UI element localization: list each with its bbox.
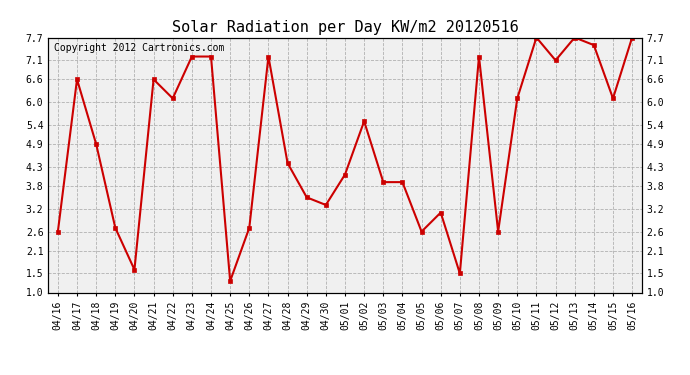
Text: Copyright 2012 Cartronics.com: Copyright 2012 Cartronics.com — [55, 43, 225, 52]
Title: Solar Radiation per Day KW/m2 20120516: Solar Radiation per Day KW/m2 20120516 — [172, 20, 518, 35]
